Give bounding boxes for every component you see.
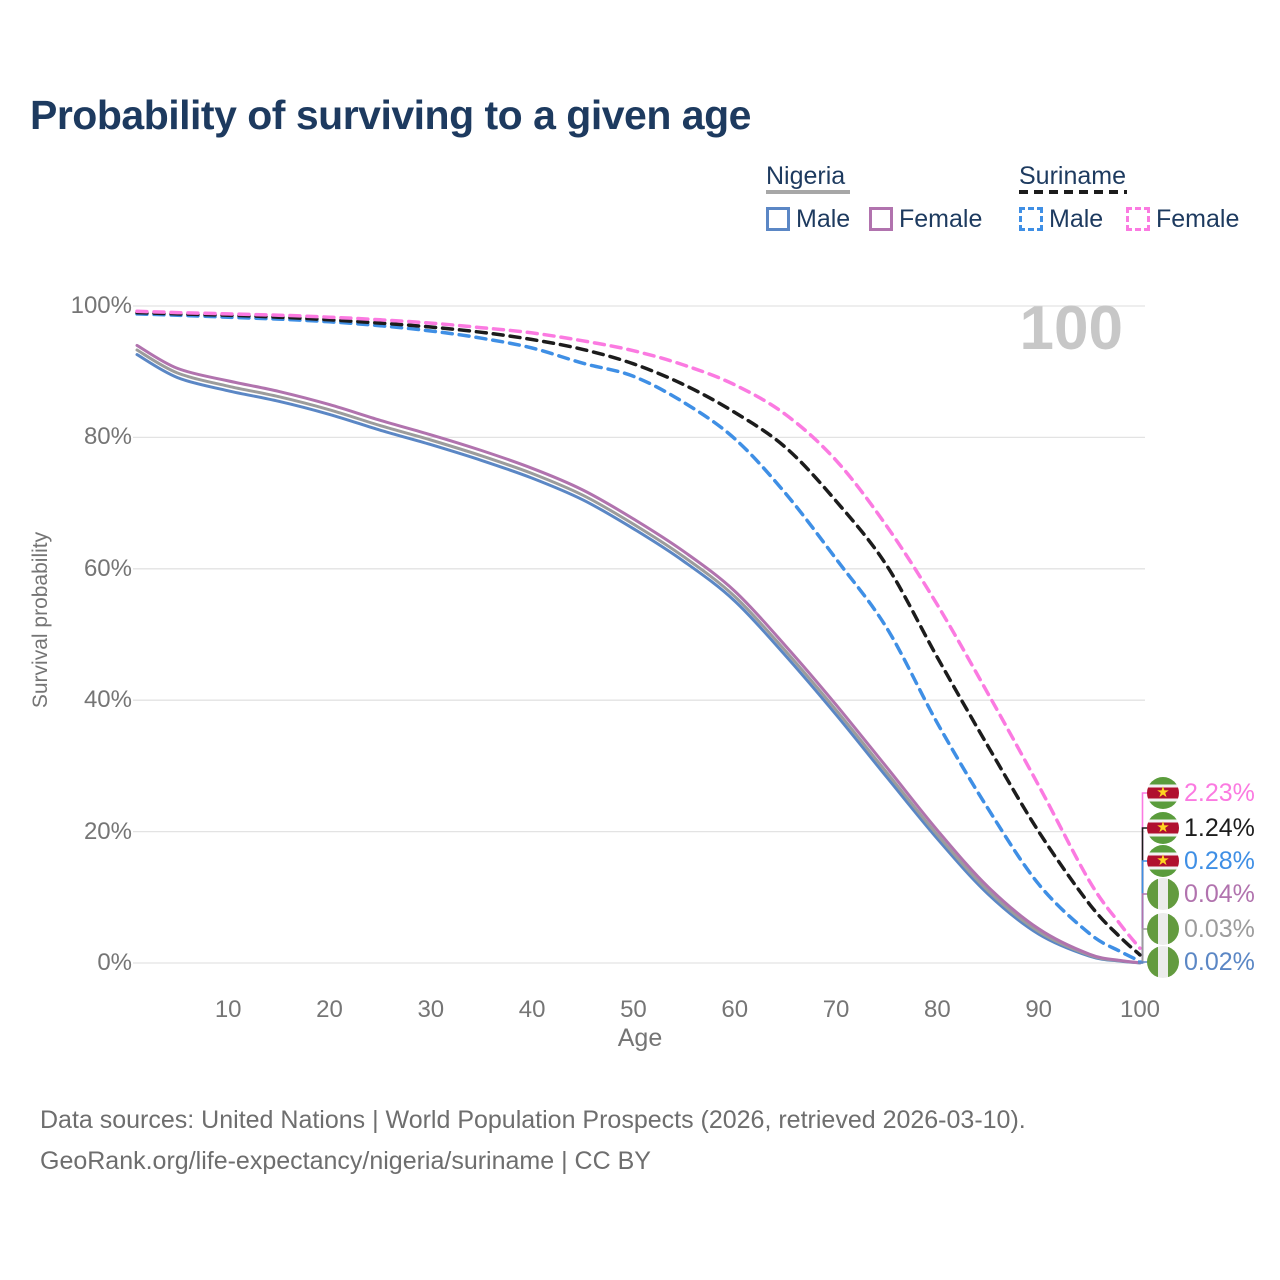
nigeria-solid-line-swatch bbox=[766, 190, 850, 194]
connector-nigeria-male bbox=[1138, 961, 1150, 964]
x-tick-70: 70 bbox=[822, 996, 850, 1023]
legend-country-suriname: Suriname bbox=[1019, 162, 1126, 190]
plot-area[interactable] bbox=[137, 306, 1143, 963]
value-label-row: 0.03% bbox=[1147, 912, 1255, 946]
suriname-flag-icon bbox=[1147, 812, 1179, 844]
x-tick-30: 30 bbox=[417, 996, 445, 1023]
value-label-row: 0.04% bbox=[1147, 877, 1255, 911]
x-tick-10: 10 bbox=[214, 996, 242, 1023]
value-label: 0.02% bbox=[1184, 947, 1255, 976]
series-line-suriname-male bbox=[135, 312, 1142, 963]
attribution-footer: Data sources: United Nations | World Pop… bbox=[40, 1100, 1240, 1182]
y-tick-0%: 0% bbox=[97, 949, 132, 976]
x-axis-title: Age bbox=[617, 1024, 663, 1052]
x-tick-80: 80 bbox=[924, 996, 951, 1023]
legend-label: Female bbox=[1156, 204, 1240, 233]
nigeria-male-swatch-icon bbox=[766, 207, 790, 231]
suriname-flag-icon bbox=[1147, 845, 1179, 877]
legend-item-nigeria-female[interactable]: Female bbox=[869, 203, 982, 235]
value-label-row: 2.23% bbox=[1147, 776, 1255, 810]
series-line-nigeria-female bbox=[135, 343, 1142, 965]
y-tick-80%: 80% bbox=[83, 423, 132, 451]
nigeria-flag-icon bbox=[1147, 878, 1179, 910]
y-axis-title: Survival probability bbox=[29, 531, 52, 709]
y-tick-20%: 20% bbox=[83, 817, 132, 845]
value-label: 0.04% bbox=[1184, 879, 1255, 908]
data-sources-line: Data sources: United Nations | World Pop… bbox=[40, 1106, 1026, 1134]
nigeria-flag-icon bbox=[1147, 946, 1179, 978]
y-tick-100%: 100% bbox=[70, 292, 132, 319]
x-tick-90: 90 bbox=[1025, 996, 1053, 1023]
gridlines bbox=[133, 305, 1145, 964]
value-label: 1.24% bbox=[1184, 813, 1255, 842]
series-lines bbox=[135, 309, 1142, 965]
source-url-line: GeoRank.org/life-expectancy/nigeria/suri… bbox=[40, 1147, 651, 1175]
x-tick-20: 20 bbox=[316, 996, 343, 1023]
legend-item-suriname-male[interactable]: Male bbox=[1019, 203, 1103, 235]
suriname-flag-icon bbox=[1147, 777, 1179, 809]
value-label-row: 1.24% bbox=[1147, 811, 1255, 845]
y-tick-40%: 40% bbox=[83, 686, 132, 714]
hovered-age-watermark: 100 bbox=[1019, 294, 1123, 363]
legend-item-nigeria-male[interactable]: Male bbox=[766, 203, 850, 235]
x-tick-40: 40 bbox=[518, 996, 546, 1023]
x-tick-60: 60 bbox=[721, 996, 749, 1023]
value-label-row: 0.28% bbox=[1147, 844, 1255, 878]
page-title: Probability of surviving to a given age bbox=[30, 92, 751, 138]
value-label: 0.28% bbox=[1184, 846, 1255, 875]
series-line-nigeria-both bbox=[135, 348, 1142, 965]
x-tick-100: 100 bbox=[1119, 996, 1161, 1023]
legend-country-nigeria: Nigeria bbox=[766, 162, 846, 190]
series-line-nigeria-male bbox=[135, 353, 1142, 965]
legend-label: Male bbox=[796, 204, 851, 233]
legend-item-suriname-female[interactable]: Female bbox=[1126, 203, 1239, 235]
series-line-suriname-both bbox=[135, 310, 1142, 957]
value-label: 0.03% bbox=[1184, 914, 1255, 943]
value-label: 2.23% bbox=[1184, 778, 1255, 807]
suriname-male-swatch-icon bbox=[1019, 207, 1043, 231]
suriname-dashed-line-swatch bbox=[1019, 190, 1127, 194]
suriname-female-swatch-icon bbox=[1126, 207, 1150, 231]
nigeria-female-swatch-icon bbox=[869, 207, 893, 231]
nigeria-flag-icon bbox=[1147, 913, 1179, 945]
legend-label: Male bbox=[1049, 204, 1104, 233]
value-label-row: 0.02% bbox=[1147, 945, 1255, 979]
y-tick-60%: 60% bbox=[83, 554, 132, 582]
x-tick-50: 50 bbox=[620, 996, 647, 1023]
legend-label: Female bbox=[899, 204, 983, 233]
